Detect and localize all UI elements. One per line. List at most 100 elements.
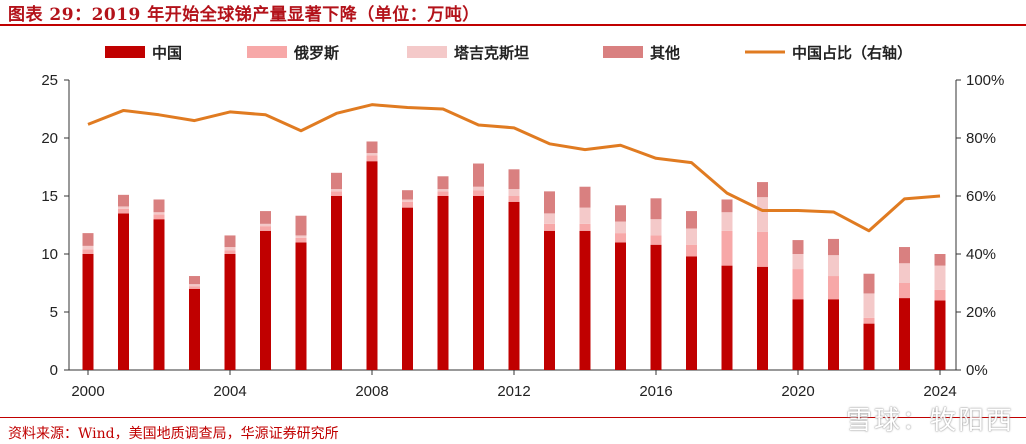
bar-russia	[473, 190, 484, 196]
bar-other	[153, 199, 165, 213]
bar-russia	[366, 155, 378, 162]
y2-tick-label: 40%	[966, 246, 996, 263]
bar-russia	[437, 191, 449, 196]
bar-other	[118, 194, 129, 207]
x-tick-label: 2024	[923, 383, 956, 400]
bar-other	[863, 273, 875, 294]
bar-tajikistan	[189, 284, 200, 287]
bar-tajikistan	[828, 255, 839, 277]
y-tick-label: 0	[50, 362, 58, 379]
line-china-share	[87, 103, 941, 233]
bar-russia	[934, 289, 946, 301]
bar-russia	[544, 223, 555, 231]
y-tick-label: 20	[41, 130, 58, 147]
bar-other	[579, 186, 591, 208]
bar-other	[792, 240, 804, 254]
bar-tajikistan	[402, 199, 413, 202]
bar-tajikistan	[579, 207, 591, 224]
bar-china	[437, 196, 449, 370]
bar-tajikistan	[366, 153, 378, 156]
bar-tajikistan	[295, 235, 307, 238]
bar-other	[508, 169, 520, 190]
legend-label-other: 其他	[650, 44, 680, 62]
bar-china	[544, 230, 555, 370]
bar-other	[721, 199, 733, 213]
legend-swatch-russia	[247, 46, 287, 58]
y-tick-label: 5	[50, 304, 58, 321]
bar-other	[934, 254, 946, 266]
bar-other	[757, 182, 768, 198]
bar-russia	[118, 208, 129, 214]
bar-other	[437, 176, 449, 190]
bar-tajikistan	[721, 212, 733, 231]
bar-russia	[224, 250, 236, 254]
bar-china	[473, 196, 484, 370]
bar-other	[260, 211, 271, 224]
bar-other	[189, 276, 200, 285]
bar-china	[828, 299, 839, 370]
bar-russia	[82, 249, 94, 254]
bar-tajikistan	[650, 219, 662, 236]
chart-title: 图表 29：2019 年开始全球锑产量显著下降（单位：万吨）	[8, 5, 480, 25]
legend-swatch-china	[105, 46, 145, 58]
y2-tick-label: 80%	[966, 130, 996, 147]
bar-russia	[792, 269, 804, 300]
bar-russia	[189, 286, 200, 289]
bar-russia	[295, 237, 307, 243]
watermark-text: 雪球：牧阳西	[845, 406, 1014, 436]
bar-other	[366, 141, 378, 154]
bar-china	[224, 254, 236, 370]
bar-russia	[331, 191, 342, 196]
x-tick-label: 2020	[781, 383, 814, 400]
bar-tajikistan	[757, 197, 768, 232]
legend-swatch-other	[603, 46, 643, 58]
y2-tick-label: 0%	[966, 362, 988, 379]
bar-china	[366, 161, 378, 370]
bar-china	[615, 242, 626, 370]
bar-tajikistan	[473, 186, 484, 191]
bar-other	[295, 215, 307, 236]
bar-china	[82, 254, 94, 370]
source-note: 资料来源：Wind，美国地质调查局，华源证券研究所	[8, 426, 339, 442]
bar-tajikistan	[260, 223, 271, 227]
bar-russia	[579, 223, 591, 231]
bar-other	[224, 235, 236, 248]
bar-russia	[899, 283, 910, 299]
bar-russia	[757, 231, 768, 267]
bar-tajikistan	[118, 206, 129, 209]
bar-tajikistan	[331, 189, 342, 192]
bar-russia	[721, 230, 733, 266]
bar-china	[686, 256, 697, 370]
y2-tick-label: 20%	[966, 304, 996, 321]
bar-other	[828, 238, 839, 256]
x-tick-label: 2000	[71, 383, 104, 400]
bar-china	[579, 230, 591, 370]
x-tick-label: 2012	[497, 383, 530, 400]
bar-tajikistan	[224, 247, 236, 251]
bar-tajikistan	[686, 228, 697, 245]
bar-russia	[153, 214, 165, 220]
bar-china	[934, 300, 946, 370]
bar-other	[899, 247, 910, 264]
bar-china	[721, 265, 733, 370]
bar-other	[473, 163, 484, 187]
bar-other	[402, 190, 413, 200]
bar-other	[82, 233, 94, 246]
footer-divider	[0, 417, 1026, 418]
bar-tajikistan	[544, 213, 555, 224]
y-tick-label: 25	[41, 72, 58, 89]
bar-tajikistan	[437, 189, 449, 192]
bar-tajikistan	[82, 245, 94, 250]
bar-other	[650, 198, 662, 220]
bar-russia	[615, 233, 626, 243]
bar-russia	[650, 235, 662, 245]
legend-label-share_line: 中国占比（右轴）	[792, 44, 912, 62]
bar-tajikistan	[615, 221, 626, 234]
bar-china	[650, 244, 662, 370]
bar-china	[295, 242, 307, 370]
legend-label-china: 中国	[152, 44, 182, 62]
y2-tick-label: 100%	[966, 72, 1004, 89]
x-tick-label: 2004	[213, 383, 246, 400]
bar-china	[402, 207, 413, 370]
title-divider	[0, 24, 1026, 26]
